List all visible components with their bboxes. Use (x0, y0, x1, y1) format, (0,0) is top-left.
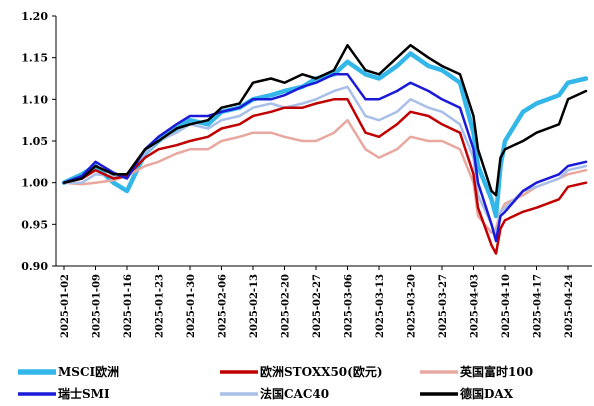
series-line-3 (62, 73, 588, 243)
x-tick-label: 2025-04-03 (470, 274, 481, 338)
x-tick-label: 2025-01-16 (123, 274, 134, 338)
x-tick-label: 2025-04-17 (533, 274, 544, 338)
legend-label: MSCI欧洲 (58, 364, 119, 379)
x-tick-label: 2025-02-06 (218, 274, 229, 338)
axes: 0.90 0.95 1.00 1.05 1.10 1.15 1.20 2025-01-02 20… (21, 10, 592, 338)
x-tick-label: 2025-03-20 (407, 274, 418, 338)
series-line-1 (62, 98, 588, 255)
y-tick-label: 1.05 (21, 135, 48, 148)
x-tick-label: 2025-04-24 (564, 274, 575, 338)
y-tick-label: 1.10 (21, 93, 48, 106)
x-tick-label: 2025-03-13 (375, 274, 386, 338)
x-tick-label: 2025-02-20 (281, 274, 292, 338)
y-tick-label: 0.95 (21, 218, 48, 231)
x-tick-label: 2025-03-27 (438, 274, 449, 338)
legend-label: 法国CAC40 (260, 386, 329, 401)
x-tick-label: 2025-01-23 (155, 274, 166, 338)
legend: MSCI欧洲 欧洲STOXX50(欧元) 英国富时100 瑞士SMI 法国CAC40 德国… (18, 364, 533, 401)
legend-label: 欧洲STOXX50(欧元) (260, 364, 383, 379)
x-tick-label: 2025-02-13 (249, 274, 260, 338)
x-tick-label: 2025-01-30 (186, 274, 197, 338)
series-lines (61, 43, 589, 255)
legend-label: 英国富时100 (460, 364, 533, 379)
y-tick-label: 0.90 (21, 260, 48, 273)
legend-label: 瑞士SMI (58, 386, 110, 401)
x-tick-label: 2025-02-27 (312, 274, 323, 338)
y-tick-label: 1.20 (21, 10, 48, 23)
y-tick-label: 1.15 (21, 52, 48, 65)
x-tick-label: 2025-01-09 (92, 274, 103, 338)
x-tick-label: 2025-01-02 (60, 274, 71, 338)
y-tick-label: 1.00 (21, 177, 48, 190)
x-tick-label: 2025-04-10 (501, 274, 512, 338)
series-line-5 (62, 43, 588, 197)
x-tick-label: 2025-03-06 (344, 274, 355, 338)
legend-label: 德国DAX (460, 386, 514, 401)
